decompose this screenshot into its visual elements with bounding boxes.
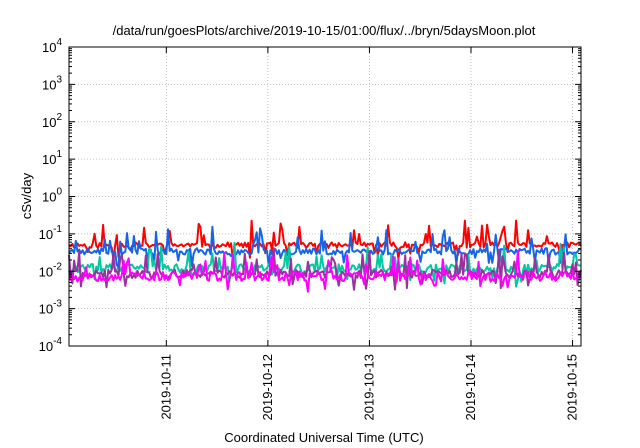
series-line [68,247,582,291]
x-tick-label: 2019-10-12 [260,354,275,421]
y-tick-base: 10 [42,152,56,167]
y-tick-exponent: 1 [56,149,62,160]
grid [69,46,581,347]
y-axis-label: cSv/day [19,172,34,219]
x-tick-label: 2019-10-14 [463,354,478,421]
y-tick-exponent: 3 [56,74,62,85]
y-tick-exponent: -1 [53,224,62,235]
y-tick-label: 101 [42,149,62,167]
y-tick-label: 10-2 [39,261,63,279]
y-tick-exponent: -3 [53,299,62,310]
x-axis-ticks: 2019-10-11 2019-10-12 2019-10-13 2019-10-14… [158,47,580,421]
y-tick-label: 10-4 [39,336,63,354]
y-tick-base: 10 [42,40,56,55]
x-tick-label: 2019-10-15 [565,354,580,421]
y-tick-label: 10-1 [39,224,63,242]
x-axis-label: Coordinated Universal Time (UTC) [224,430,423,445]
y-tick-base: 10 [42,77,56,92]
y-tick-base: 10 [39,264,53,279]
y-tick-exponent: 2 [56,112,62,123]
y-tick-label: 102 [42,112,62,130]
y-tick-base: 10 [39,227,53,242]
y-tick-label: 10-3 [39,299,63,317]
y-tick-label: 100 [42,187,62,205]
series-line [68,249,582,293]
x-tick-label: 2019-10-13 [361,354,376,421]
chart-title: /data/run/goesPlots/archive/2019-10-15/0… [113,23,536,38]
y-tick-base: 10 [42,115,56,130]
y-tick-label: 104 [42,37,62,55]
series-lines [68,219,582,293]
y-tick-label: 103 [42,74,62,92]
y-tick-exponent: -4 [53,336,62,347]
y-tick-base: 10 [42,190,56,205]
y-tick-base: 10 [39,302,53,317]
y-tick-exponent: 4 [56,37,62,48]
y-tick-base: 10 [39,339,53,354]
x-tick-label: 2019-10-11 [158,354,173,420]
y-tick-exponent: -2 [53,261,62,272]
y-tick-exponent: 0 [56,187,62,198]
